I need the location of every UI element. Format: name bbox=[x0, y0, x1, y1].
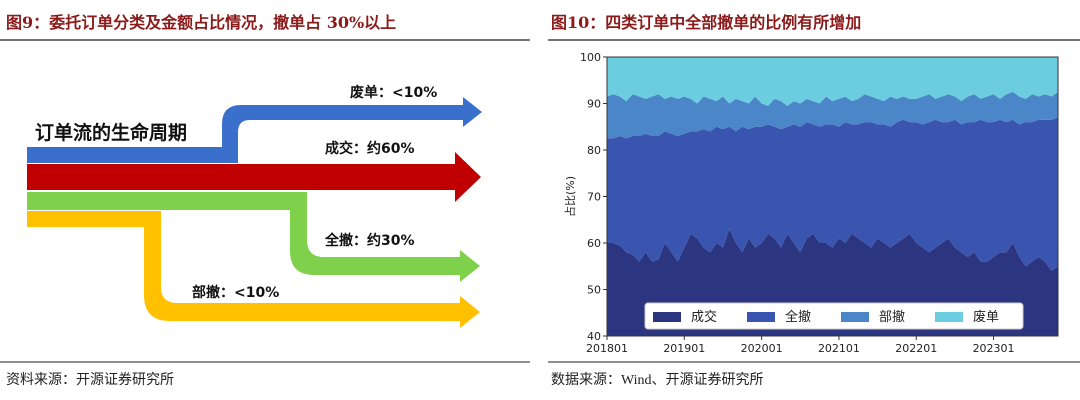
arrow-label: 部撤：<10% bbox=[192, 284, 279, 301]
x-tick-label: 202301 bbox=[973, 342, 1015, 355]
source-note: 资料来源：开源证券研究所 bbox=[6, 372, 174, 388]
y-tick-label: 60 bbox=[587, 237, 601, 250]
figure-title: 图9：委托订单分类及金额占比情况，撤单占 30%以上 bbox=[6, 13, 396, 32]
order-flow-diagram: 订单流的生命周期 废单：<10% 成交：约60% 全撤：约30% 部撤：<10% bbox=[27, 84, 482, 328]
stacked-area-chart: 40 50 60 70 80 90 100 201801 201901 202001 202101 2… bbox=[563, 51, 1059, 355]
arrow-label: 全撤：约30% bbox=[324, 232, 415, 249]
x-tick-label: 202001 bbox=[741, 342, 783, 355]
y-tick-label: 70 bbox=[587, 191, 601, 204]
area bbox=[607, 91, 1058, 139]
x-tick-label: 201901 bbox=[663, 342, 705, 355]
arrow bbox=[27, 211, 480, 328]
y-tick-label: 50 bbox=[587, 284, 601, 297]
arrow bbox=[27, 97, 482, 163]
arrow-label: 成交：约60% bbox=[325, 140, 415, 157]
x-tick-label: 201801 bbox=[586, 342, 628, 355]
x-tick-label: 202201 bbox=[895, 342, 937, 355]
legend-swatch bbox=[841, 312, 869, 322]
area bbox=[607, 57, 1058, 106]
arrow bbox=[27, 152, 481, 202]
y-tick-label: 40 bbox=[587, 330, 601, 343]
legend-label: 成交 bbox=[691, 309, 717, 325]
y-tick-label: 80 bbox=[587, 144, 601, 157]
legend-label: 全撤 bbox=[785, 309, 811, 325]
arrow-label: 废单：<10% bbox=[350, 84, 437, 101]
legend-swatch bbox=[747, 312, 775, 322]
y-tick-label: 100 bbox=[580, 51, 601, 64]
arrow bbox=[27, 192, 480, 282]
y-tick-label: 90 bbox=[587, 98, 601, 111]
x-tick-label: 202101 bbox=[818, 342, 860, 355]
y-axis-label: 占比(%) bbox=[563, 176, 577, 217]
figure-title: 图10：四类订单中全部撤单的比例有所增加 bbox=[551, 13, 861, 32]
legend-box bbox=[644, 302, 1024, 330]
legend-label: 部撤 bbox=[879, 309, 905, 325]
source-note: 数据来源：Wind、开源证券研究所 bbox=[551, 372, 764, 388]
diagram-heading: 订单流的生命周期 bbox=[35, 121, 187, 144]
area bbox=[607, 117, 1058, 271]
legend-swatch bbox=[653, 312, 681, 322]
legend-swatch bbox=[935, 312, 963, 322]
legend-label: 废单 bbox=[973, 309, 999, 325]
